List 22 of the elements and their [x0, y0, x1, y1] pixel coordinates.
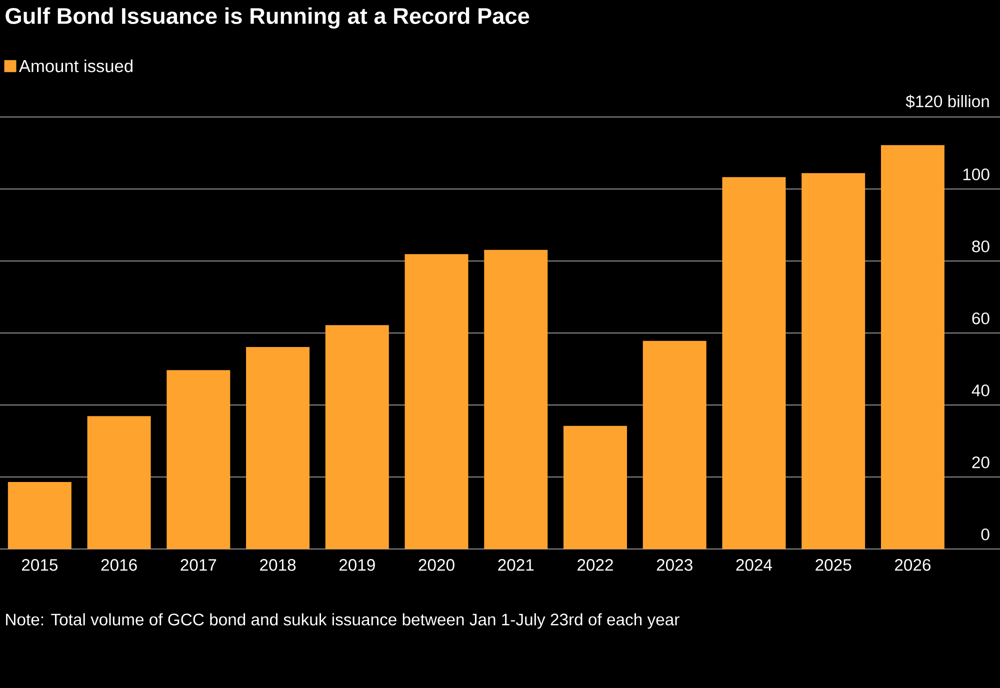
x-tick-label: 2017 — [180, 559, 216, 571]
x-tick-label: 2021 — [498, 559, 534, 571]
y-tick-label: 40 — [972, 384, 990, 396]
text: Note: Total volume of GCC bond and sukuk issuance between Jan 1-July 23rd of each year — [6, 613, 680, 629]
x-tick-label: 2026 — [895, 559, 930, 571]
x-tick-label: 2018 — [260, 559, 296, 571]
x-tick-label: 2019 — [339, 559, 375, 571]
y-tick-label: 60 — [972, 312, 990, 324]
y-tick-label: 80 — [972, 240, 990, 252]
y-tick-label: 0 — [981, 528, 990, 540]
x-tick-label: 2025 — [816, 559, 852, 571]
x-tick-label: 2024 — [736, 559, 772, 571]
y-tick-label: $120 billion — [906, 94, 989, 108]
x-tick-label: 2016 — [101, 559, 137, 571]
y-tick-label: 20 — [972, 456, 990, 468]
legend-label: Amount issued — [18, 59, 132, 72]
y-tick-label: 100 — [963, 168, 990, 180]
x-tick-label: 2015 — [22, 559, 58, 571]
x-tick-label: 2023 — [656, 559, 692, 571]
x-tick-label: 2022 — [578, 559, 613, 571]
chart-title: Gulf Bond Issuance is Running at a Record Pace — [6, 7, 530, 29]
x-tick-label: 2020 — [418, 559, 454, 571]
